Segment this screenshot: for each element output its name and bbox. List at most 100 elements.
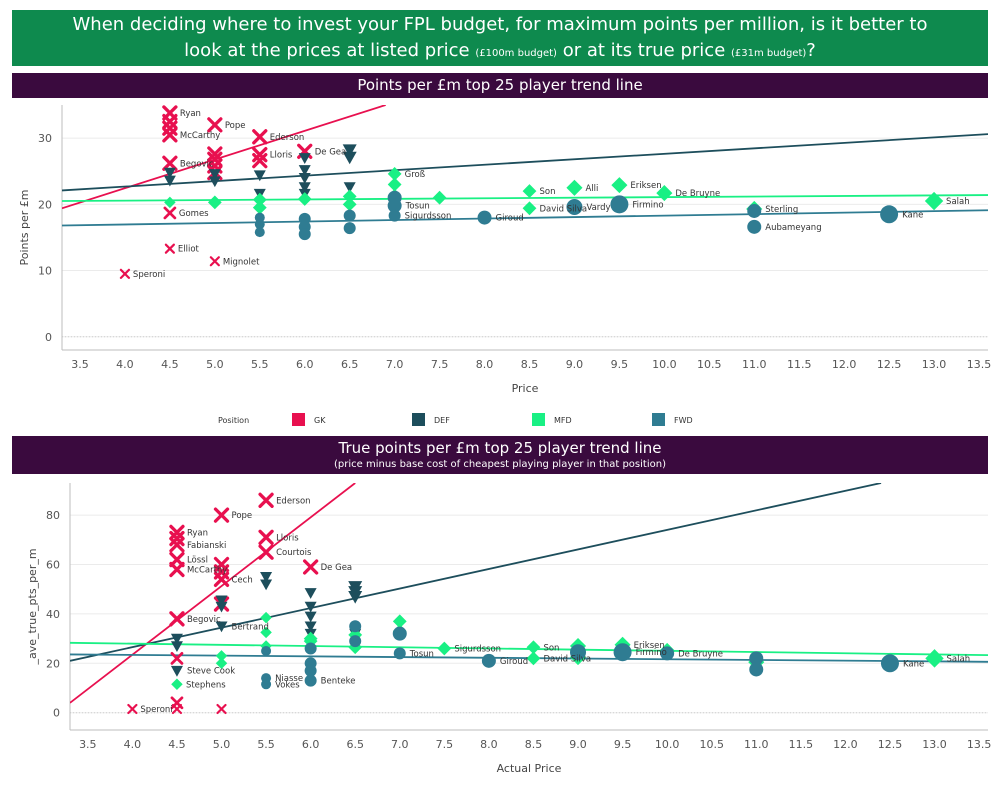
gk-cross-stroke xyxy=(216,703,227,715)
gk-cross-stroke xyxy=(252,129,268,145)
point-label-kane: Kane xyxy=(903,659,924,669)
position-legend: Position GK DEF MFD FWD xyxy=(0,408,1000,432)
point-label-courtois: Courtois xyxy=(276,548,312,558)
point-gk xyxy=(207,117,223,133)
x-tick-label: 11.5 xyxy=(787,358,812,371)
point-label-vokes: Vokes xyxy=(275,680,300,690)
point-label-elliot: Elliot xyxy=(178,245,200,255)
point-fwd xyxy=(613,643,632,662)
gk-cross-stroke xyxy=(258,544,274,560)
point-mfd xyxy=(297,192,312,206)
point-def xyxy=(170,633,183,645)
gk-cross-stroke xyxy=(207,117,223,133)
y-tick-label: 20 xyxy=(38,198,52,211)
point-gk xyxy=(216,703,227,715)
gk-cross-stroke xyxy=(119,268,131,279)
banner-question-mark: ? xyxy=(806,40,816,61)
gk-cross-stroke xyxy=(162,155,178,171)
point-fwd xyxy=(261,679,272,690)
point-def xyxy=(298,173,311,184)
x-tick-label: 5.0 xyxy=(206,358,224,371)
trendline-gk xyxy=(70,483,356,704)
point-gk xyxy=(258,492,274,508)
legend-title: Position xyxy=(218,416,250,425)
point-gk xyxy=(207,146,223,162)
point-label-de-gea: De Gea xyxy=(321,563,353,573)
trendline-gk xyxy=(62,105,386,210)
point-def xyxy=(298,165,311,176)
point-label-eriksen: Eriksen xyxy=(630,181,661,191)
point-label-salah: Salah xyxy=(946,197,970,207)
point-def xyxy=(298,182,311,194)
point-gk xyxy=(163,206,177,220)
point-def xyxy=(342,144,357,158)
point-def xyxy=(304,601,317,613)
point-fwd xyxy=(343,222,356,235)
point-label-fabianski: Fabianski xyxy=(187,541,226,551)
point-fwd xyxy=(349,620,362,633)
title-banner: When deciding where to invest your FPL b… xyxy=(12,10,988,66)
banner-line-2c: or at its true price xyxy=(562,40,726,61)
point-mfd xyxy=(164,196,176,209)
point-mfd xyxy=(566,179,583,196)
point-label-ederson: Ederson xyxy=(276,496,311,506)
point-gk xyxy=(213,571,230,587)
point-label-vardy: Vardy xyxy=(586,203,610,213)
point-label-david-silva: David Silva xyxy=(539,204,587,214)
point-fwd xyxy=(566,198,583,215)
point-gk xyxy=(171,703,183,715)
point-label-giroud: Giroud xyxy=(500,657,528,667)
point-mfd xyxy=(392,614,407,629)
point-mfd xyxy=(924,191,944,211)
point-def xyxy=(298,153,311,164)
point-label-sigurdsson: Sigurdsson xyxy=(405,212,452,222)
point-def xyxy=(170,641,183,653)
point-label-tosun: Tosun xyxy=(405,202,430,212)
point-mfd xyxy=(260,611,272,624)
point-label-kane: Kane xyxy=(902,210,923,220)
point-label-l-ssl: Lössl xyxy=(187,556,208,566)
point-label-mccarthy: McCarthy xyxy=(187,565,227,575)
point-label-firmino: Firmino xyxy=(636,648,667,658)
gk-cross-stroke xyxy=(162,127,178,143)
x-tick-label: 12.5 xyxy=(877,358,902,371)
chart-2-plot: 0 20 40 60 80 3.5 4.0 4.5 5.0 5.5 6.0 6.5 7.0 7.5 8.0 8… xyxy=(26,483,991,775)
point-fwd xyxy=(610,195,629,214)
point-label-de-gea: De Gea xyxy=(315,147,347,157)
x-tick-label: 11.0 xyxy=(742,358,767,371)
x-tick-label: 3.5 xyxy=(71,358,89,371)
y-tick-label: 30 xyxy=(38,132,52,145)
point-fwd xyxy=(477,210,492,225)
point-def xyxy=(348,591,363,604)
point-label-ryan: Ryan xyxy=(187,528,208,538)
legend-swatch-mfd xyxy=(532,413,545,426)
point-label-salah: Salah xyxy=(947,654,971,664)
legend-swatch-gk xyxy=(292,413,305,426)
x-tick-label: 13.0 xyxy=(922,358,947,371)
point-label-sterling: Sterling xyxy=(765,205,798,215)
x-tick-label: 6.0 xyxy=(302,738,320,751)
point-mfd xyxy=(526,640,541,655)
x-tick-label: 8.0 xyxy=(480,738,498,751)
point-label-alli: Alli xyxy=(585,184,598,194)
point-label-stephens: Stephens xyxy=(186,680,226,690)
point-def xyxy=(260,579,273,591)
point-label-gomes: Gomes xyxy=(179,209,209,219)
point-fwd xyxy=(254,219,265,230)
x-tick-label: 9.0 xyxy=(566,358,584,371)
point-def xyxy=(253,170,266,182)
gk-cross-stroke xyxy=(163,206,177,220)
point-mfd xyxy=(387,177,402,192)
point-fwd xyxy=(392,626,407,641)
y-tick-label: 0 xyxy=(53,707,60,720)
point-label-de-bruyne: De Bruyne xyxy=(675,189,720,199)
point-gk xyxy=(169,537,185,553)
y-tick-label: 0 xyxy=(45,331,52,344)
x-tick-label: 5.0 xyxy=(213,738,231,751)
x-tick-label: 5.5 xyxy=(257,738,275,751)
point-label-mccarthy: McCarthy xyxy=(180,131,220,141)
point-gk xyxy=(252,152,268,169)
gk-cross-stroke xyxy=(302,559,319,575)
point-label-begovic: Begovic xyxy=(180,159,214,169)
point-mfd xyxy=(522,184,537,198)
